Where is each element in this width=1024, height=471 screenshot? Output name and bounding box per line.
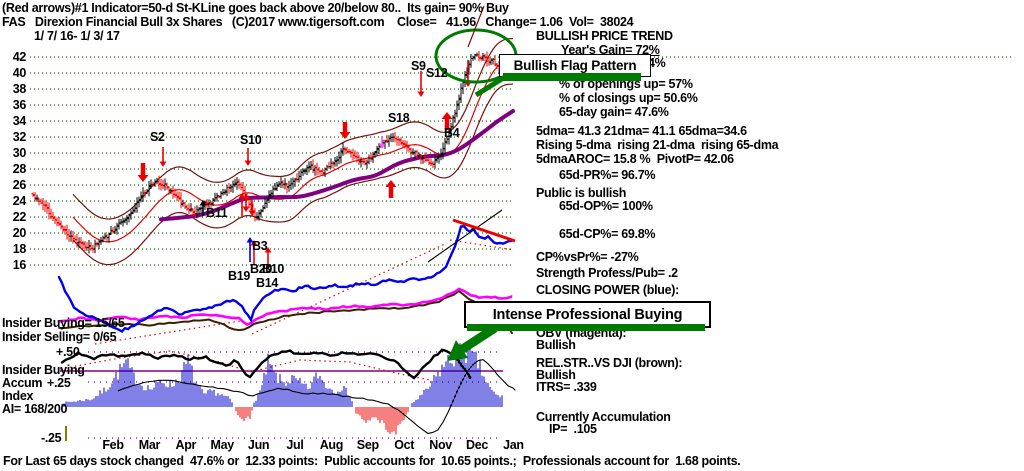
left-panel-line: Insider Selling= 0/65: [2, 330, 117, 344]
x-axis-month-label: Sep: [356, 438, 379, 452]
right-panel-line: 65-day gain= 47.6%: [559, 105, 669, 119]
right-panel-line: Year's Gain= 72%: [561, 43, 660, 57]
x-axis-month-label: Oct: [394, 438, 415, 452]
y-axis-label: 40: [12, 66, 27, 80]
y-axis-label: 24: [12, 194, 27, 208]
x-axis-month-label: Mar: [138, 438, 161, 452]
right-panel-line: 5dma= 41.3 21dma= 41.1 65dma=34.6: [536, 124, 747, 138]
y-axis-label: 30: [12, 146, 27, 160]
x-axis-month-label: May: [210, 438, 234, 452]
signal-label: S10: [240, 133, 262, 147]
signal-label: S12: [426, 66, 448, 80]
x-axis-month-label: Jan: [503, 438, 524, 452]
header-symbol-line: FAS Direxion Financial Bull 3x Shares (C…: [2, 15, 634, 29]
x-axis-month-label: Aug: [319, 438, 344, 452]
bullish-flag-callout: Bullish Flag Pattern: [499, 54, 651, 77]
y-axis-label: 16: [12, 258, 27, 272]
signal-label: S18: [388, 111, 410, 125]
signal-label: B3: [252, 239, 268, 253]
x-axis-month-label: Jul: [286, 438, 304, 452]
x-axis-month-label: Nov: [429, 438, 452, 452]
footer-summary: For Last 65 days stock changed 47.6% or …: [3, 454, 741, 468]
y-axis-label: 38: [12, 82, 27, 96]
intense-buying-label: Intense Professional Buying: [492, 306, 683, 323]
signal-label: S2: [150, 130, 165, 144]
header-date-range: 1/ 7/ 16- 1/ 3/ 17: [34, 29, 120, 43]
y-axis-label: 18: [12, 242, 27, 256]
y-axis-label: 32: [12, 130, 27, 144]
right-panel-line: BULLISH PRICE TREND: [536, 29, 673, 43]
y-axis-label: 36: [12, 98, 27, 112]
signal-label: B10: [262, 262, 285, 276]
right-panel-line: CP%vsPr%= -27%: [536, 250, 639, 264]
right-panel-line: Currently Accumulation: [536, 410, 671, 424]
right-panel-line: % of openings up= 57%: [559, 77, 693, 91]
x-axis-month-label: Jun: [247, 438, 270, 452]
y-axis-label: 20: [12, 226, 27, 240]
right-panel-line: 65d-PR%= 96.7%: [559, 168, 656, 182]
x-axis-month-label: Feb: [102, 438, 124, 452]
y-axis-label: 28: [12, 162, 27, 176]
right-panel-line: % of closings up= 50.6%: [559, 91, 698, 105]
right-panel-line: Bullish: [536, 338, 576, 352]
signal-label: B11: [206, 206, 228, 220]
right-panel-line: CLOSING POWER (blue):: [536, 283, 679, 297]
signal-label: B4: [444, 126, 460, 140]
right-panel-line: REL.STR..VS DJI (brown):: [536, 356, 683, 370]
signal-label: S9: [411, 59, 426, 73]
left-panel-line: Insider Buying= 15/65: [2, 316, 125, 330]
left-panel-line: +.50: [56, 345, 80, 359]
signal-label: B14: [256, 276, 279, 290]
y-axis-label: 34: [12, 114, 27, 128]
left-panel-line: +.25: [47, 376, 71, 390]
x-axis-month-label: Apr: [175, 438, 197, 452]
right-panel-line: 5dmaAROC= 15.8 % PivotP= 42.06: [536, 152, 734, 166]
left-panel-line: Insider Buying: [2, 363, 85, 377]
right-panel-line: Rising 5-dma rising 21-dma rising 65-dma: [536, 138, 779, 152]
right-panel-line: ITRS= .339: [536, 380, 597, 394]
left-panel-line: Index: [2, 389, 34, 403]
x-axis-month-label: Dec: [465, 438, 489, 452]
right-panel-line: IP= .105: [549, 422, 597, 436]
left-panel-line: -.25: [41, 431, 62, 445]
bullish-flag-label: Bullish Flag Pattern: [513, 58, 637, 73]
right-panel-line: Strength Profess/Pub= .2: [536, 266, 678, 280]
right-panel-line: 65d-OP%= 100%: [559, 199, 653, 213]
left-panel-line: Accum: [2, 376, 43, 390]
header-indicator-line: (Red arrows)#1 Indicator=50-d St-KLine g…: [2, 1, 509, 15]
y-axis-label: 22: [12, 210, 27, 224]
left-panel-line: AI= 168/200: [2, 402, 68, 416]
y-axis-label: 42: [12, 50, 27, 64]
right-panel-line: 65d-CP%= 69.8%: [559, 227, 656, 241]
y-axis-label: 26: [12, 178, 27, 192]
right-panel-line: Bullish: [536, 368, 576, 382]
right-panel-line: Public is bullish: [536, 186, 627, 200]
signal-label: B19: [228, 269, 251, 283]
flag-remnant-text: 4%: [648, 56, 666, 70]
intense-buying-callout: Intense Professional Buying: [464, 301, 711, 328]
